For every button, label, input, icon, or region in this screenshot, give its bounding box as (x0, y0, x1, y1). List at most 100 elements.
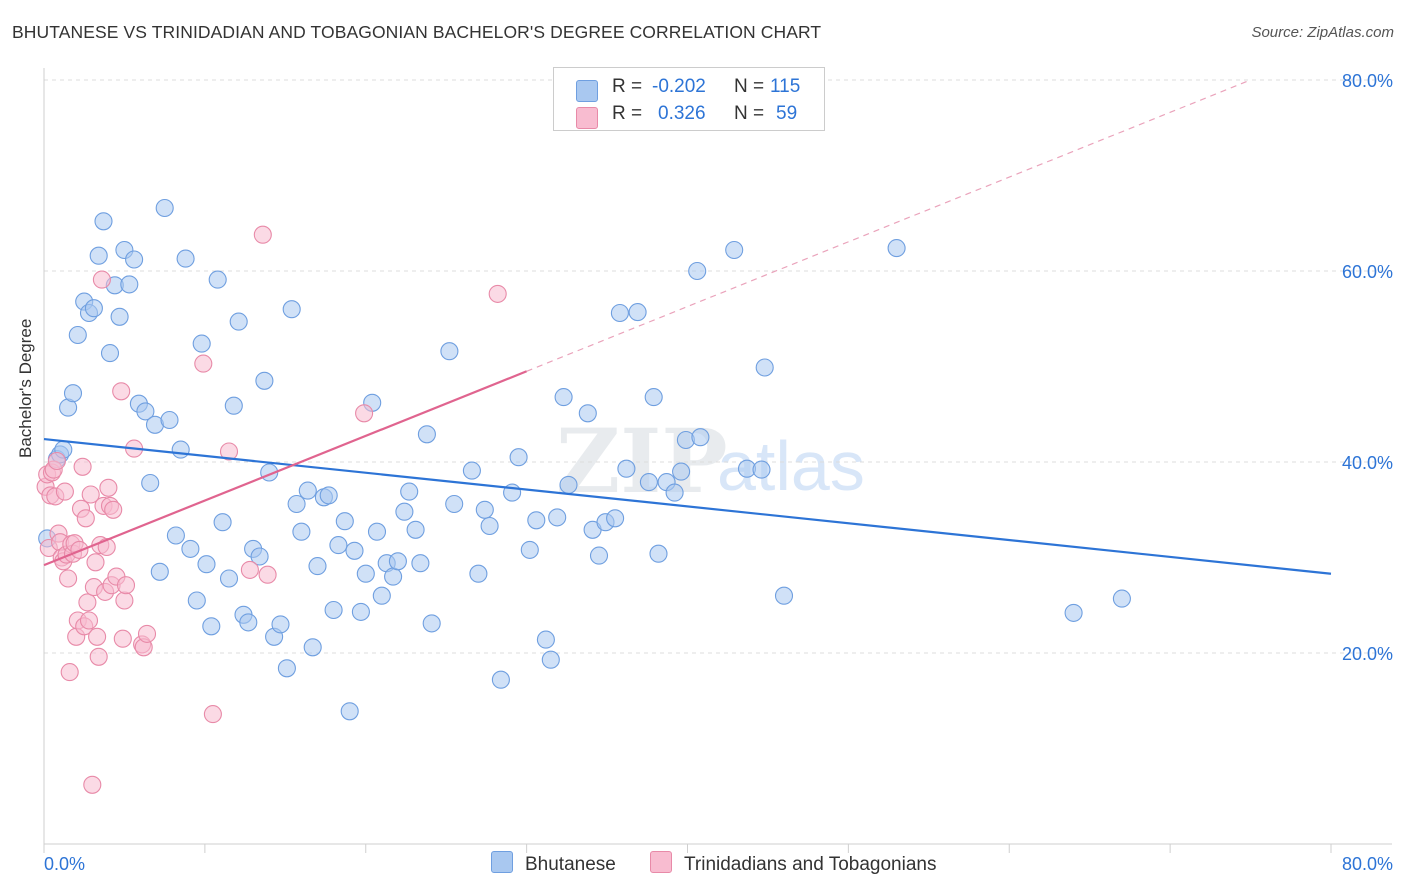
point-bhutanese (181, 539, 200, 558)
source-label: Source: ZipAtlas.com (1251, 24, 1394, 41)
point-trinidadian (55, 482, 74, 501)
point-bhutanese (319, 486, 338, 505)
tick-labels: 20.0% 40.0% 60.0% 80.0% 0.0% 80.0% (44, 71, 1393, 874)
point-bhutanese (589, 546, 609, 565)
point-bhutanese (617, 459, 636, 478)
point-bhutanese (541, 650, 560, 669)
point-bhutanese (406, 520, 425, 539)
point-trinidadian (73, 457, 92, 476)
point-trinidadian (92, 270, 111, 289)
point-bhutanese (1112, 589, 1131, 608)
point-bhutanese (520, 540, 539, 559)
point-bhutanese (120, 275, 139, 294)
legend-swatch-bhutanese (576, 80, 598, 102)
point-bhutanese (277, 659, 296, 678)
y-axis-label: Bachelor's Degree (16, 318, 35, 458)
point-trinidadian (86, 553, 105, 572)
bottom-legend-trinidadian: Trinidadians and Tobagonians (650, 851, 936, 876)
point-bhutanese (303, 638, 322, 657)
bottom-legend-bhutanese: Bhutanese (491, 851, 616, 876)
point-bhutanese (395, 502, 414, 521)
watermark-zip: ZIP (556, 409, 728, 513)
point-bhutanese (271, 615, 290, 634)
bottom-legend-swatch-bhutanese (491, 851, 513, 873)
legend-r-value: -0.202 (652, 76, 706, 97)
legend-n-label: N = (734, 103, 765, 124)
point-bhutanese (774, 586, 794, 605)
point-bhutanese (308, 557, 327, 576)
x-tick-label: 80.0% (1342, 854, 1393, 874)
point-bhutanese (548, 508, 567, 527)
x-tick-label: 0.0% (44, 854, 85, 874)
bottom-legend-label-bhutanese: Bhutanese (525, 854, 616, 875)
point-bhutanese (68, 325, 87, 345)
point-bhutanese (239, 613, 258, 632)
legend-r-label: R = (612, 103, 643, 124)
point-bhutanese (213, 513, 232, 532)
point-trinidadian (137, 624, 157, 643)
y-tick-label: 60.0% (1342, 262, 1393, 282)
point-bhutanese (644, 388, 663, 407)
point-trinidadian (99, 478, 118, 497)
point-bhutanese (250, 547, 269, 566)
point-trinidadian (203, 705, 222, 724)
point-bhutanese (639, 473, 658, 492)
point-trinidadian (78, 593, 97, 612)
legend-n-value: 59 (776, 103, 798, 124)
bottom-legend-swatch-trinidadian (650, 851, 672, 873)
point-bhutanese (559, 475, 578, 494)
point-bhutanese (554, 388, 573, 407)
point-bhutanese (176, 249, 195, 268)
point-bhutanese (480, 516, 499, 536)
point-trinidadian (81, 485, 100, 504)
point-trinidadian (355, 404, 374, 423)
point-bhutanese (536, 630, 555, 649)
point-bhutanese (445, 494, 464, 514)
point-bhutanese (160, 410, 179, 430)
point-bhutanese (475, 500, 494, 519)
point-bhutanese (298, 481, 317, 500)
point-bhutanese (150, 562, 169, 581)
point-bhutanese (224, 396, 243, 415)
point-bhutanese (665, 483, 684, 502)
point-trinidadian (83, 775, 102, 794)
point-trinidadian (116, 576, 136, 595)
point-bhutanese (63, 384, 83, 403)
point-bhutanese (166, 526, 185, 545)
point-bhutanese (367, 522, 387, 541)
point-bhutanese (329, 536, 348, 555)
point-bhutanese (372, 586, 391, 605)
point-bhutanese (324, 600, 343, 620)
trend-lines (43, 79, 1332, 575)
y-tick-label: 20.0% (1342, 644, 1393, 664)
trend-line-bhutanese (43, 437, 1332, 575)
point-trinidadian (258, 565, 277, 584)
point-bhutanese (94, 212, 113, 231)
legend-n-value: 115 (770, 76, 801, 97)
point-trinidadian (76, 509, 95, 528)
point-bhutanese (197, 555, 216, 574)
point-trinidadian (219, 442, 239, 461)
axes (43, 68, 1392, 853)
point-bhutanese (351, 602, 370, 621)
point-bhutanese (208, 270, 227, 289)
point-bhutanese (411, 554, 430, 573)
point-bhutanese (187, 591, 206, 610)
point-bhutanese (89, 246, 108, 265)
point-bhutanese (691, 428, 710, 447)
point-bhutanese (84, 299, 103, 318)
point-trinidadian (59, 569, 78, 588)
point-trinidadian (113, 629, 132, 648)
point-bhutanese (282, 300, 301, 319)
point-bhutanese (287, 494, 306, 514)
point-trinidadian (104, 500, 123, 519)
point-bhutanese (672, 462, 691, 481)
point-bhutanese (628, 303, 647, 322)
bottom-legend-label-trinidadian: Trinidadians and Tobagonians (684, 854, 937, 875)
point-bhutanese (725, 240, 744, 260)
point-bhutanese (417, 425, 436, 444)
point-trinidadian (79, 611, 99, 630)
point-bhutanese (141, 473, 160, 493)
point-bhutanese (606, 509, 625, 528)
point-bhutanese (202, 617, 221, 636)
